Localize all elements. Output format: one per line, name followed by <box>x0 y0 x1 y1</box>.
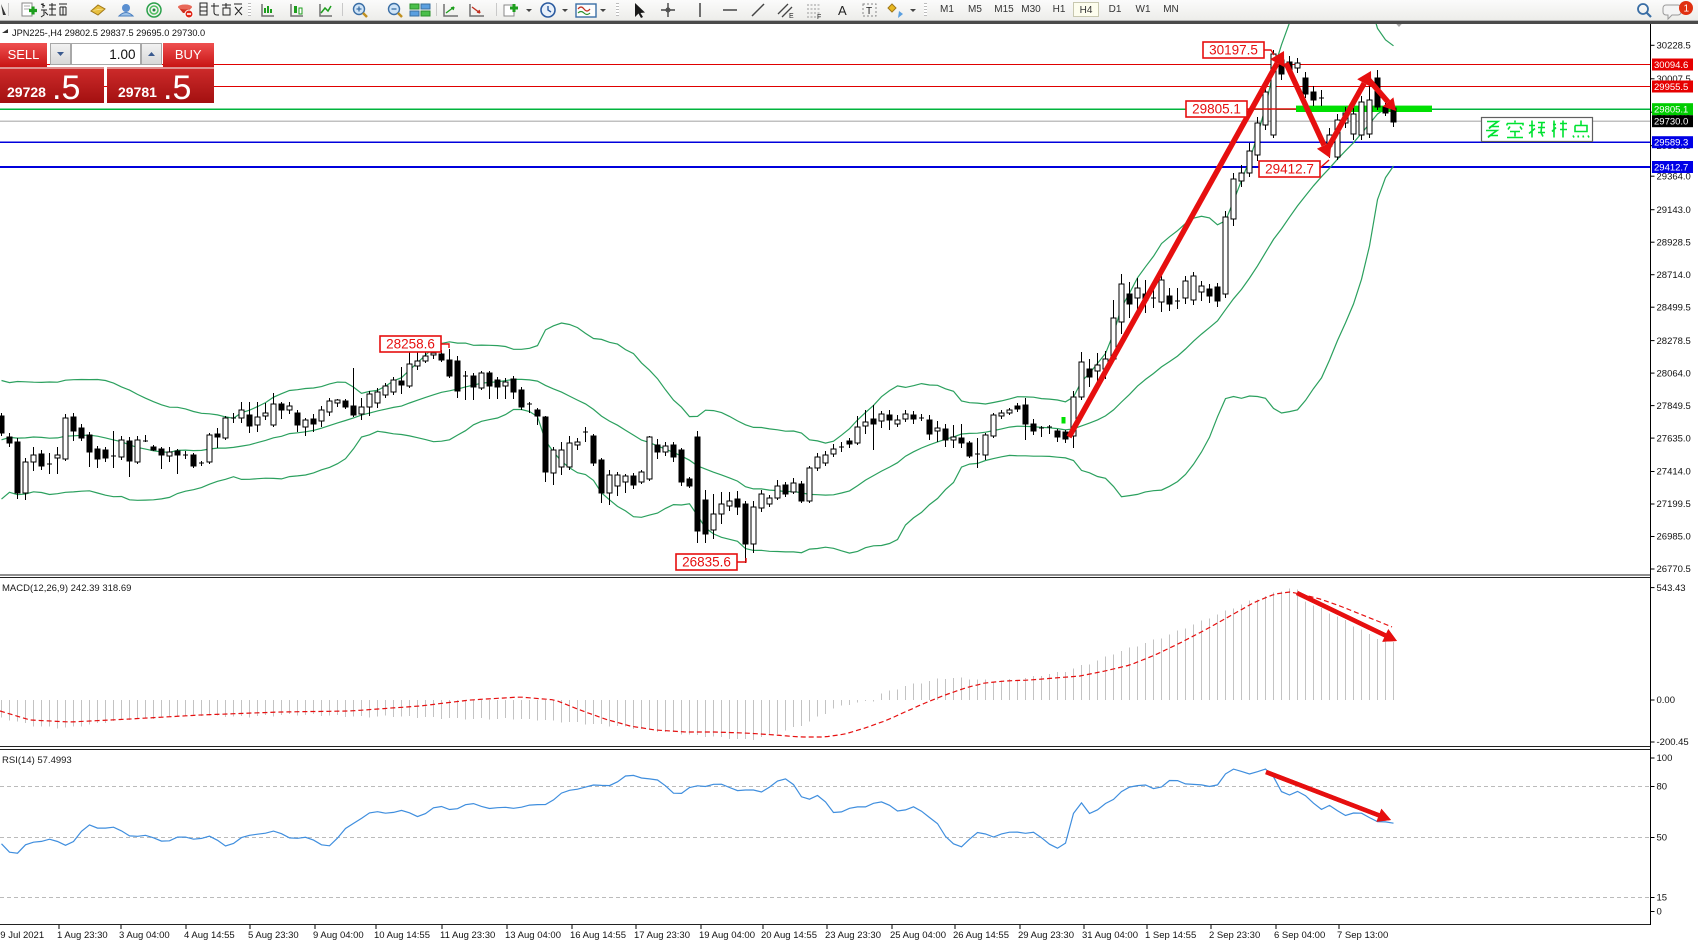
svg-text:T: T <box>866 6 872 17</box>
svg-text:9 Aug 04:00: 9 Aug 04:00 <box>313 930 364 941</box>
svg-text:29 Jul 2021: 29 Jul 2021 <box>0 930 44 941</box>
svg-text:28278.5: 28278.5 <box>1657 336 1691 347</box>
svg-text:31 Aug 04:00: 31 Aug 04:00 <box>1082 930 1138 941</box>
svg-text:26835.6: 26835.6 <box>682 555 731 570</box>
svg-text:27199.5: 27199.5 <box>1657 499 1691 510</box>
svg-text:17 Aug 23:30: 17 Aug 23:30 <box>634 930 690 941</box>
svg-text:16 Aug 14:55: 16 Aug 14:55 <box>570 930 626 941</box>
svg-text:29589.3: 29589.3 <box>1654 138 1688 149</box>
svg-text:543.43: 543.43 <box>1657 583 1686 594</box>
svg-text:E: E <box>789 13 794 20</box>
svg-text:26 Aug 14:55: 26 Aug 14:55 <box>953 930 1009 941</box>
svg-text:20 Aug 14:55: 20 Aug 14:55 <box>761 930 817 941</box>
svg-text:0: 0 <box>1657 907 1662 918</box>
svg-text:26985.0: 26985.0 <box>1657 532 1691 543</box>
svg-text:29805.1: 29805.1 <box>1654 105 1688 116</box>
svg-text:100: 100 <box>1657 753 1673 764</box>
svg-text:30228.5: 30228.5 <box>1657 41 1691 52</box>
svg-text:0.00: 0.00 <box>1657 695 1676 706</box>
svg-text:1 Sep 14:55: 1 Sep 14:55 <box>1145 930 1196 941</box>
svg-text:3 Aug 04:00: 3 Aug 04:00 <box>119 930 170 941</box>
svg-text:28928.5: 28928.5 <box>1657 237 1691 248</box>
svg-text:F: F <box>817 14 821 20</box>
svg-text:2 Sep 23:30: 2 Sep 23:30 <box>1209 930 1260 941</box>
svg-text:26770.5: 26770.5 <box>1657 564 1691 575</box>
svg-text:28499.5: 28499.5 <box>1657 302 1691 313</box>
svg-text:29412.7: 29412.7 <box>1654 163 1688 174</box>
svg-text:29730.0: 29730.0 <box>1654 117 1688 128</box>
svg-text:28714.0: 28714.0 <box>1657 270 1691 281</box>
svg-text:29955.5: 29955.5 <box>1654 82 1688 93</box>
svg-text:1: 1 <box>1684 4 1690 15</box>
svg-text:19 Aug 04:00: 19 Aug 04:00 <box>699 930 755 941</box>
svg-text:80: 80 <box>1657 782 1668 793</box>
svg-text:MACD(12,26,9) 242.39 318.69: MACD(12,26,9) 242.39 318.69 <box>2 583 131 594</box>
svg-text:23 Aug 23:30: 23 Aug 23:30 <box>825 930 881 941</box>
svg-text:30007.5: 30007.5 <box>1657 74 1691 85</box>
svg-text:15: 15 <box>1657 893 1668 904</box>
svg-text:29143.0: 29143.0 <box>1657 205 1691 216</box>
svg-text:27849.5: 27849.5 <box>1657 401 1691 412</box>
svg-text:50: 50 <box>1657 833 1668 844</box>
svg-text:5 Aug 23:30: 5 Aug 23:30 <box>248 930 299 941</box>
svg-text:1 Aug 23:30: 1 Aug 23:30 <box>57 930 108 941</box>
svg-text:6 Sep 04:00: 6 Sep 04:00 <box>1274 930 1325 941</box>
svg-text:4 Aug 14:55: 4 Aug 14:55 <box>184 930 235 941</box>
svg-text:30197.5: 30197.5 <box>1209 43 1258 58</box>
svg-text:29805.1: 29805.1 <box>1192 102 1241 117</box>
svg-text:10 Aug 14:55: 10 Aug 14:55 <box>374 930 430 941</box>
svg-text:29412.7: 29412.7 <box>1265 162 1314 177</box>
svg-text:28064.0: 28064.0 <box>1657 368 1691 379</box>
svg-text:30094.6: 30094.6 <box>1654 60 1688 71</box>
svg-text:27635.0: 27635.0 <box>1657 433 1691 444</box>
svg-text:-200.45: -200.45 <box>1657 737 1689 748</box>
svg-text:29364.0: 29364.0 <box>1657 171 1691 182</box>
svg-text:RSI(14) 57.4993: RSI(14) 57.4993 <box>2 755 72 766</box>
svg-text:7 Sep 13:00: 7 Sep 13:00 <box>1337 930 1388 941</box>
svg-text:28258.6: 28258.6 <box>386 337 435 352</box>
svg-text:27414.0: 27414.0 <box>1657 467 1691 478</box>
svg-text:13 Aug 04:00: 13 Aug 04:00 <box>505 930 561 941</box>
svg-text:11 Aug 23:30: 11 Aug 23:30 <box>440 930 495 941</box>
svg-text:JPN225-,H4 29802.5 29837.5 29: JPN225-,H4 29802.5 29837.5 29695.0 29730… <box>12 28 205 38</box>
svg-text:A: A <box>838 3 847 18</box>
svg-text:29 Aug 23:30: 29 Aug 23:30 <box>1018 930 1074 941</box>
svg-text:25 Aug 04:00: 25 Aug 04:00 <box>890 930 946 941</box>
